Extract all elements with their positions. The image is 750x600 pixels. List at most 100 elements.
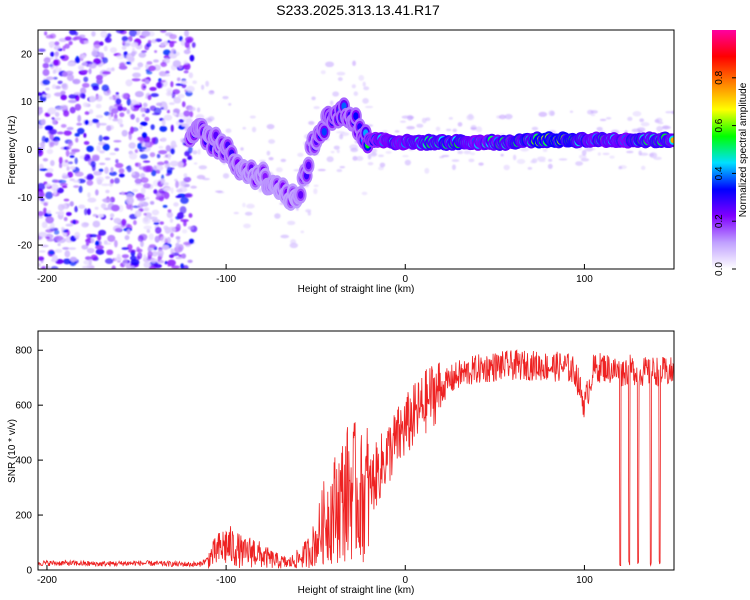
noise-speckle	[47, 107, 57, 115]
noise-speckle	[45, 168, 54, 173]
haze-speck	[201, 84, 205, 90]
noise-speckle	[176, 77, 181, 82]
noise-speckle	[67, 171, 74, 178]
noise-speckle	[141, 83, 147, 91]
noise-speckle	[191, 42, 196, 48]
noise-speckle	[144, 207, 150, 212]
noise-speckle	[115, 159, 119, 164]
noise-speckle	[39, 168, 48, 172]
haze-speck	[361, 191, 368, 196]
noise-speckle	[74, 231, 81, 239]
haze-speck	[333, 145, 340, 150]
noise-speckle	[154, 235, 160, 243]
haze-speck	[406, 125, 416, 130]
noise-speckle	[132, 66, 141, 70]
haze-speck	[558, 158, 568, 161]
noise-speckle	[141, 113, 146, 118]
noise-speckle	[180, 196, 189, 204]
noise-speckle	[126, 61, 131, 65]
noise-speckle	[50, 183, 59, 192]
haze-speck	[353, 91, 359, 96]
haze-speck	[367, 161, 374, 166]
noise-speckle	[98, 229, 107, 236]
noise-speckle	[98, 135, 103, 143]
noise-speckle	[50, 266, 59, 269]
noise-speckle	[65, 149, 70, 157]
haze-speck	[351, 84, 356, 89]
noise-speckle	[168, 102, 175, 106]
noise-speckle	[95, 114, 104, 119]
noise-speckle	[71, 148, 80, 153]
snr-x-tick-label: 100	[576, 575, 593, 586]
noise-speckle	[143, 216, 149, 223]
haze-speck	[192, 150, 198, 155]
noise-speckle	[69, 256, 77, 262]
snr-y-label: SNR (10 * v/v)	[7, 419, 18, 483]
haze-speck	[618, 166, 623, 170]
noise-speckle	[137, 203, 144, 209]
noise-speckle	[66, 166, 70, 171]
noise-speckle	[187, 146, 193, 154]
haze-speck	[242, 202, 246, 208]
spectrogram-blobs	[38, 30, 674, 269]
noise-speckle	[104, 37, 112, 43]
haze-speck	[639, 152, 649, 156]
haze-speck	[531, 126, 539, 131]
haze-speck	[196, 107, 201, 113]
noise-speckle	[59, 55, 66, 59]
noise-speckle	[68, 94, 78, 99]
noise-speckle	[131, 78, 141, 82]
noise-speckle	[114, 240, 118, 248]
haze-speck	[665, 111, 673, 114]
noise-speckle	[183, 60, 188, 66]
noise-speckle	[115, 30, 125, 34]
haze-speck	[548, 158, 553, 162]
noise-speckle	[109, 213, 115, 218]
noise-speckle	[69, 201, 74, 207]
noise-speckle	[166, 236, 171, 244]
noise-speckle	[91, 118, 99, 124]
noise-speckle	[183, 176, 192, 183]
noise-speckle	[95, 245, 104, 250]
haze-speck	[457, 122, 463, 127]
noise-speckle	[124, 235, 130, 241]
noise-speckle	[58, 156, 63, 164]
snr-y-tick-label: 0	[26, 566, 32, 577]
noise-speckle	[74, 31, 79, 36]
noise-speckle	[87, 197, 97, 203]
noise-speckle	[48, 128, 58, 135]
snr-marks	[38, 349, 674, 569]
haze-speck	[313, 184, 319, 187]
noise-speckle	[134, 149, 138, 154]
colorbar-tick-label: 0.8	[714, 70, 725, 84]
noise-speckle	[74, 205, 78, 213]
noise-speckle	[155, 102, 163, 107]
noise-speckle	[61, 83, 67, 89]
noise-speckle	[149, 216, 158, 220]
haze-speck	[581, 149, 587, 156]
noise-speckle	[189, 54, 195, 62]
noise-speckle	[160, 137, 167, 142]
noise-speckle	[125, 54, 134, 62]
noise-speckle	[104, 166, 109, 175]
haze-speck	[335, 131, 345, 134]
noise-speckle	[173, 144, 178, 148]
noise-speckle	[95, 248, 105, 255]
haze-speck	[516, 158, 526, 165]
haze-speck	[251, 126, 257, 133]
haze-speck	[332, 91, 340, 97]
noise-speckle	[166, 109, 170, 114]
noise-speckle	[74, 132, 80, 137]
noise-speckle	[112, 118, 119, 122]
noise-speckle	[84, 119, 90, 125]
noise-speckle	[180, 80, 188, 85]
noise-speckle	[51, 138, 58, 142]
noise-speckle	[176, 239, 181, 243]
noise-speckle	[111, 67, 115, 72]
haze-speck	[656, 126, 663, 132]
noise-speckle	[92, 220, 101, 228]
noise-speckle	[104, 258, 114, 264]
noise-speckle	[64, 159, 69, 163]
noise-speckle	[38, 48, 46, 53]
haze-speck	[244, 211, 253, 216]
